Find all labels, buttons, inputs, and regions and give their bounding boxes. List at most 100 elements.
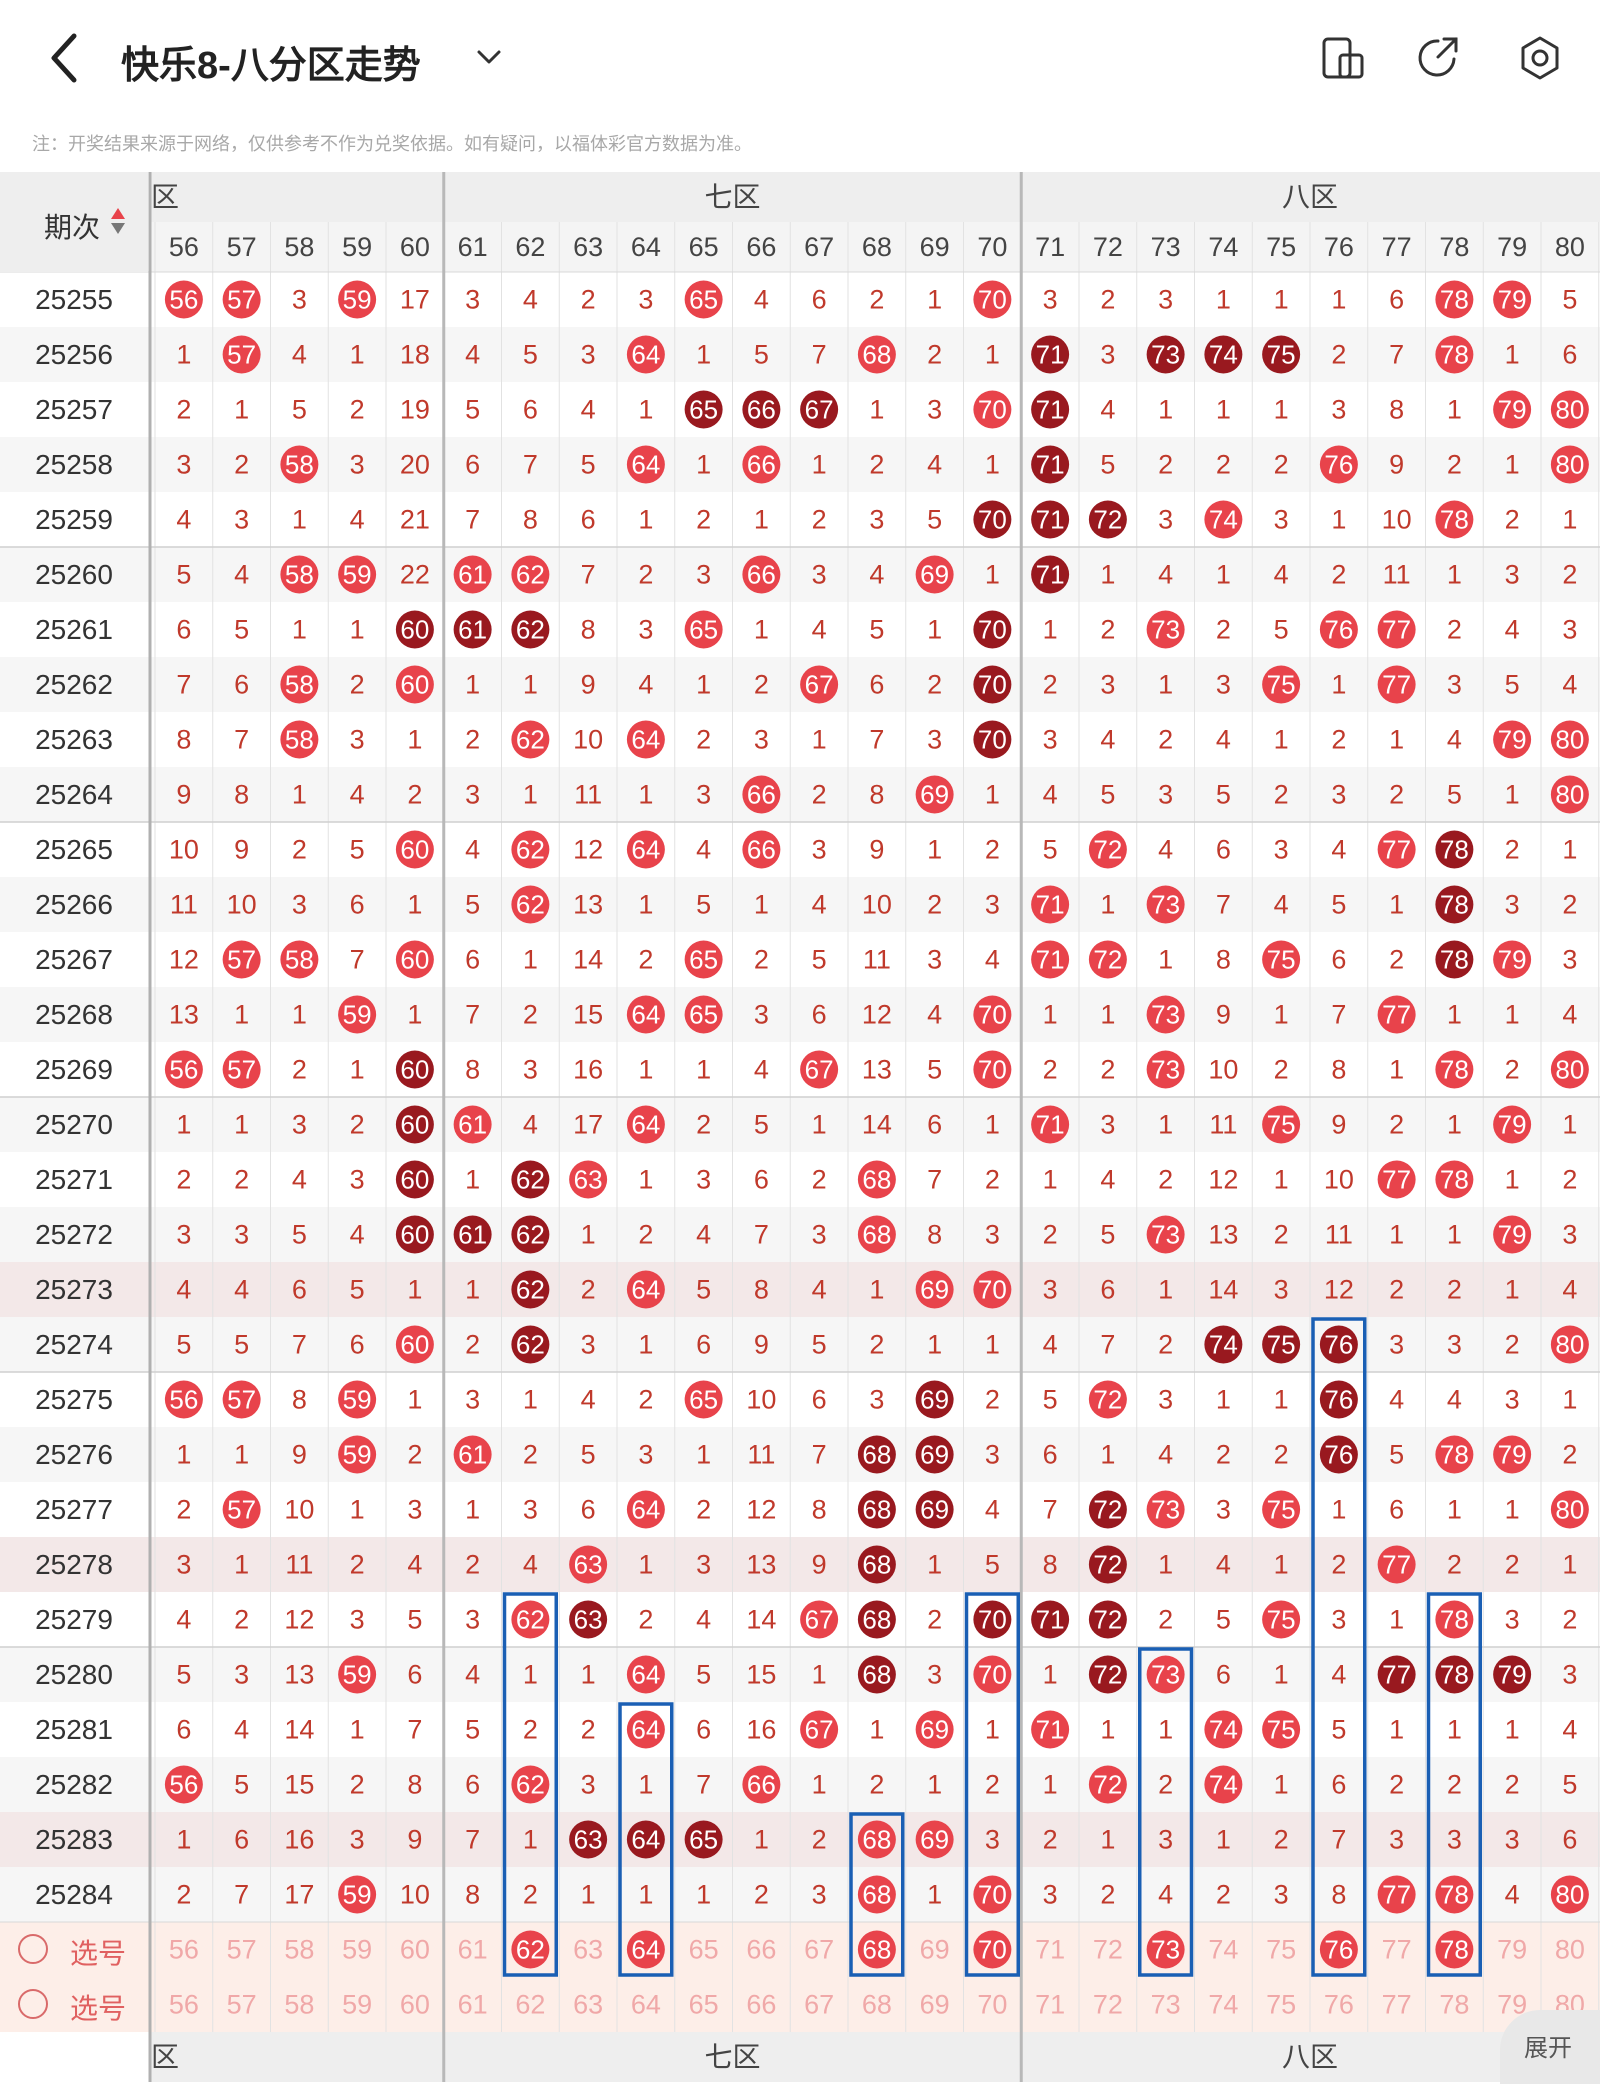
repeat-number-ball [1031, 335, 1070, 374]
pick-number[interactable]: 75 [1266, 1935, 1296, 1965]
pick-number[interactable]: 80 [1555, 1935, 1585, 1965]
ball-number: 78 [1440, 945, 1469, 975]
ball-number: 62 [516, 1330, 545, 1360]
pick-number[interactable]: 58 [284, 1990, 314, 2020]
pick-number[interactable]: 57 [227, 1935, 257, 1965]
ball-number: 64 [631, 1495, 660, 1525]
miss-count: 1 [407, 725, 422, 755]
selected-number-ball[interactable] [1435, 1930, 1474, 1969]
pick-number[interactable]: 56 [169, 1990, 199, 2020]
pick-number[interactable]: 61 [458, 1935, 488, 1965]
selected-number-ball[interactable] [1319, 1930, 1358, 1969]
hit-number-ball [280, 665, 319, 704]
period-number: 25259 [35, 504, 113, 535]
miss-count: 2 [1505, 1770, 1520, 1800]
pick-row-toggle[interactable]: 选号 [18, 1977, 148, 2032]
chevron-down-icon[interactable] [474, 42, 504, 72]
hit-number-ball [1146, 995, 1185, 1034]
radio-circle-icon[interactable] [18, 1989, 48, 2019]
selected-number-ball[interactable] [626, 1930, 665, 1969]
miss-count: 6 [1043, 1440, 1058, 1470]
pick-number[interactable]: 73 [1151, 1990, 1181, 2020]
share-icon[interactable] [1414, 33, 1464, 83]
chevron-left-icon[interactable] [40, 30, 90, 86]
pick-number[interactable]: 62 [515, 1990, 545, 2020]
pick-number[interactable]: 56 [169, 1935, 199, 1965]
column-header: 79 [1497, 232, 1527, 262]
pick-number[interactable]: 77 [1382, 1935, 1412, 1965]
pick-number[interactable]: 59 [342, 1990, 372, 2020]
selected-number-ball[interactable] [973, 1930, 1012, 1969]
pick-number[interactable]: 66 [746, 1935, 776, 1965]
pick-number[interactable]: 72 [1093, 1990, 1123, 2020]
hit-number-ball [857, 1160, 896, 1199]
pick-number[interactable]: 63 [573, 1990, 603, 2020]
selected-number-ball[interactable] [1146, 1930, 1185, 1969]
period-header[interactable]: 期次 [0, 172, 148, 272]
phone-portrait-icon[interactable] [1318, 33, 1368, 83]
miss-count: 3 [1100, 670, 1115, 700]
pick-number[interactable]: 79 [1497, 1935, 1527, 1965]
hit-number-ball [511, 1765, 550, 1804]
miss-count: 3 [1158, 1825, 1173, 1855]
miss-count: 10 [1208, 1055, 1238, 1085]
miss-count: 1 [1505, 340, 1520, 370]
miss-count: 1 [754, 615, 769, 645]
miss-count: 5 [754, 1110, 769, 1140]
miss-count: 7 [292, 1330, 307, 1360]
ball-number: 57 [227, 1055, 256, 1085]
pick-number[interactable]: 60 [400, 1935, 430, 1965]
pick-number[interactable]: 66 [746, 1990, 776, 2020]
pick-row-toggle[interactable]: 选号 [18, 1922, 148, 1977]
pick-number[interactable]: 71 [1035, 1990, 1065, 2020]
pick-number[interactable]: 60 [400, 1990, 430, 2020]
pick-number[interactable]: 65 [689, 1935, 719, 1965]
miss-count: 1 [234, 1000, 249, 1030]
selected-number-ball[interactable] [857, 1930, 896, 1969]
pick-number[interactable]: 70 [977, 1990, 1007, 2020]
hit-number-ball [1031, 1710, 1070, 1749]
miss-count: 5 [465, 395, 480, 425]
ball-number: 67 [805, 1715, 834, 1745]
miss-count: 1 [638, 1055, 653, 1085]
ball-number: 70 [978, 1660, 1007, 1690]
table-row-bg [0, 767, 1600, 822]
pick-number[interactable]: 75 [1266, 1990, 1296, 2020]
pick-number[interactable]: 63 [573, 1935, 603, 1965]
pick-number[interactable]: 72 [1093, 1935, 1123, 1965]
miss-count: 4 [234, 1275, 249, 1305]
hit-number-ball [800, 665, 839, 704]
expand-button[interactable]: 展开 [1500, 2010, 1600, 2084]
pick-number[interactable]: 76 [1324, 1990, 1354, 2020]
pick-number[interactable]: 69 [920, 1935, 950, 1965]
miss-count: 5 [927, 1055, 942, 1085]
pick-number: 70 [978, 1935, 1007, 1965]
table-row-bg [0, 1262, 1600, 1317]
miss-count: 8 [465, 1055, 480, 1085]
sort-icon[interactable] [110, 206, 126, 236]
pick-number[interactable]: 57 [227, 1990, 257, 2020]
radio-circle-icon[interactable] [18, 1934, 48, 1964]
pick-number[interactable]: 69 [920, 1990, 950, 2020]
miss-count: 1 [1331, 285, 1346, 315]
miss-count: 6 [696, 1715, 711, 1745]
miss-count: 1 [696, 450, 711, 480]
pick-number[interactable]: 64 [631, 1990, 661, 2020]
pick-number[interactable]: 77 [1382, 1990, 1412, 2020]
pick-number[interactable]: 59 [342, 1935, 372, 1965]
miss-count: 1 [234, 1110, 249, 1140]
selected-number-ball[interactable] [511, 1930, 550, 1969]
pick-number[interactable]: 71 [1035, 1935, 1065, 1965]
pick-number[interactable]: 74 [1208, 1990, 1238, 2020]
pick-number[interactable]: 74 [1208, 1935, 1238, 1965]
pick-number[interactable]: 65 [689, 1990, 719, 2020]
pick-number[interactable]: 68 [862, 1990, 892, 2020]
pick-number[interactable]: 67 [804, 1990, 834, 2020]
miss-count: 1 [176, 1110, 191, 1140]
pick-number[interactable]: 61 [458, 1990, 488, 2020]
pick-number[interactable]: 67 [804, 1935, 834, 1965]
miss-count: 2 [350, 670, 365, 700]
settings-icon[interactable] [1515, 33, 1565, 83]
pick-number[interactable]: 58 [284, 1935, 314, 1965]
pick-number[interactable]: 78 [1439, 1990, 1469, 2020]
